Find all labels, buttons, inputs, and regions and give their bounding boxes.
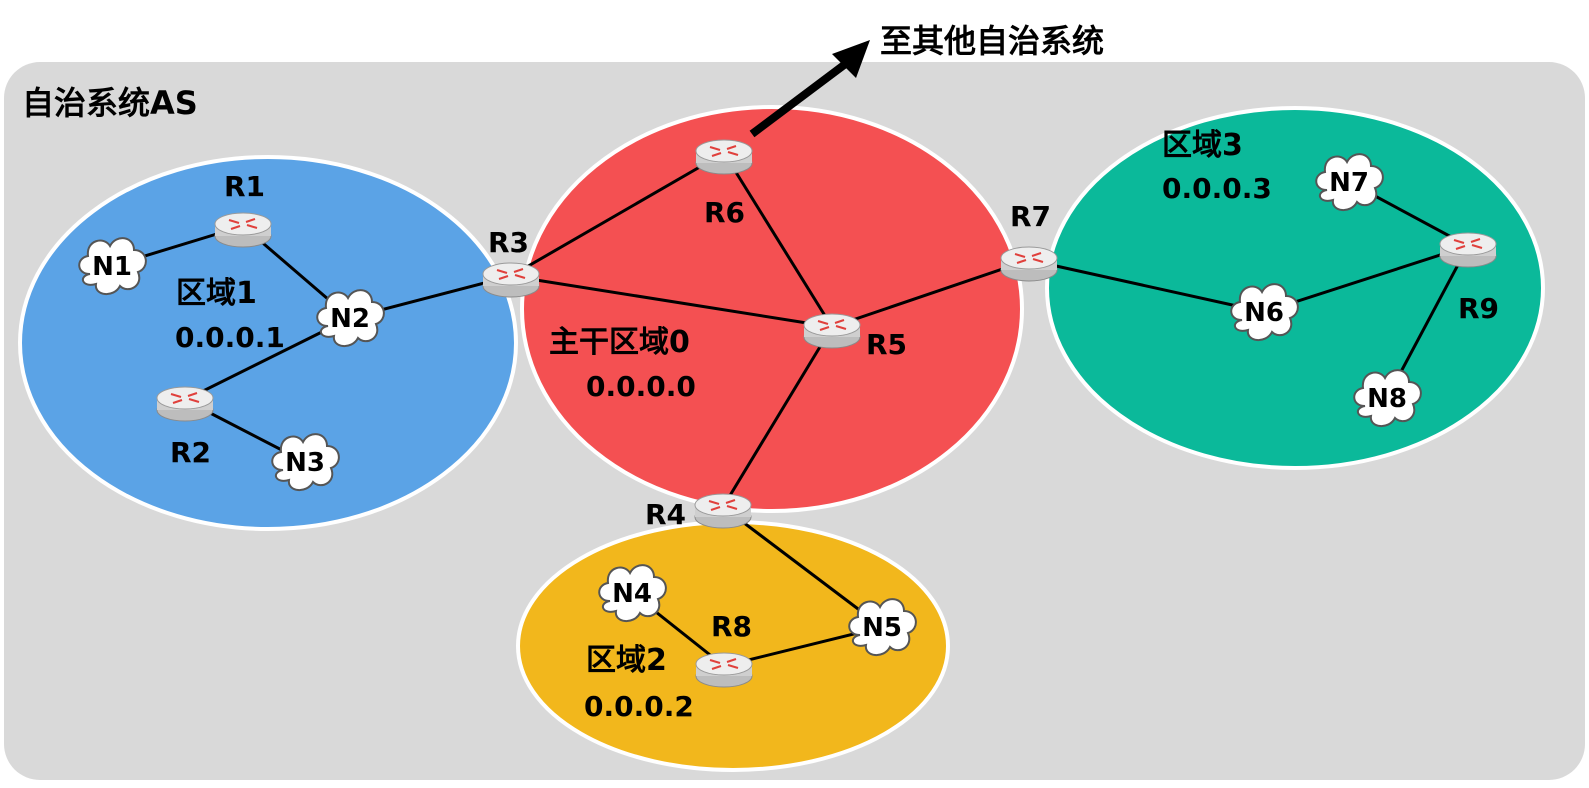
network-label-n4: N4	[612, 579, 652, 609]
network-cloud-n3: N3	[271, 433, 340, 492]
router-label-r8: R8	[711, 610, 752, 643]
area-0-name: 主干区域0	[549, 325, 690, 360]
router-label-r1: R1	[224, 170, 265, 203]
area-0-backbone-region	[520, 105, 1024, 513]
network-cloud-n7: N7	[1315, 153, 1384, 212]
network-cloud-n6: N6	[1230, 283, 1299, 342]
router-icon-r1	[214, 212, 272, 248]
network-cloud-n1: N1	[78, 237, 147, 296]
router-label-r5: R5	[866, 328, 907, 361]
network-label-n8: N8	[1367, 384, 1407, 414]
area-3-id: 0.0.0.3	[1162, 172, 1272, 205]
area-2-id: 0.0.0.2	[584, 690, 694, 723]
area-0-id: 0.0.0.0	[586, 370, 696, 403]
network-label-n6: N6	[1244, 298, 1284, 328]
router-icon-r5	[803, 313, 861, 349]
router-icon-r4	[694, 493, 752, 529]
router-label-r2: R2	[170, 436, 211, 469]
router-label-r7: R7	[1010, 200, 1051, 233]
network-label-n3: N3	[285, 448, 325, 478]
link-r5-r4	[721, 326, 834, 508]
router-icon-r3	[482, 262, 540, 298]
area-3-name: 区域3	[1162, 128, 1243, 163]
router-icon-r7	[1000, 246, 1058, 282]
external-arrow-head	[832, 40, 870, 78]
link-r3-r6	[510, 151, 725, 278]
area-1-region	[18, 155, 518, 531]
external-as-label: 至其他自治系统	[880, 22, 1104, 60]
router-label-r9: R9	[1458, 292, 1499, 325]
external-arrow	[749, 58, 851, 138]
link-n6-r9	[1263, 244, 1469, 314]
nodes: N1 N2 N3 N4 N5 N6 N7 N8	[78, 139, 1497, 688]
network-cloud-n8: N8	[1353, 369, 1422, 428]
area-1-id: 0.0.0.1	[175, 321, 285, 354]
router-label-r3: R3	[488, 226, 529, 259]
router-icon-r8	[695, 652, 753, 688]
router-label-r6: R6	[704, 196, 745, 229]
network-label-n5: N5	[862, 613, 902, 643]
network-label-n2: N2	[330, 304, 370, 334]
router-icon-r9	[1439, 232, 1497, 268]
as-label: 自治系统AS	[22, 84, 198, 122]
area-2-name: 区域2	[586, 643, 667, 678]
link-r5-r7	[831, 258, 1030, 329]
area-3-region	[1045, 106, 1545, 470]
link-r4-n5	[722, 505, 883, 629]
network-cloud-n2: N2	[316, 289, 385, 348]
router-icon-r6	[695, 139, 753, 175]
router-label-r4: R4	[645, 498, 686, 531]
network-label-n7: N7	[1329, 168, 1369, 198]
link-r6-r5	[722, 152, 834, 328]
router-icon-r2	[156, 386, 214, 422]
area-1-name: 区域1	[176, 276, 257, 311]
link-r7-n6	[1028, 258, 1265, 314]
network-label-n1: N1	[92, 252, 132, 282]
network-cloud-n5: N5	[848, 598, 917, 657]
link-r3-r5	[510, 274, 833, 329]
network-cloud-n4: N4	[598, 564, 667, 623]
